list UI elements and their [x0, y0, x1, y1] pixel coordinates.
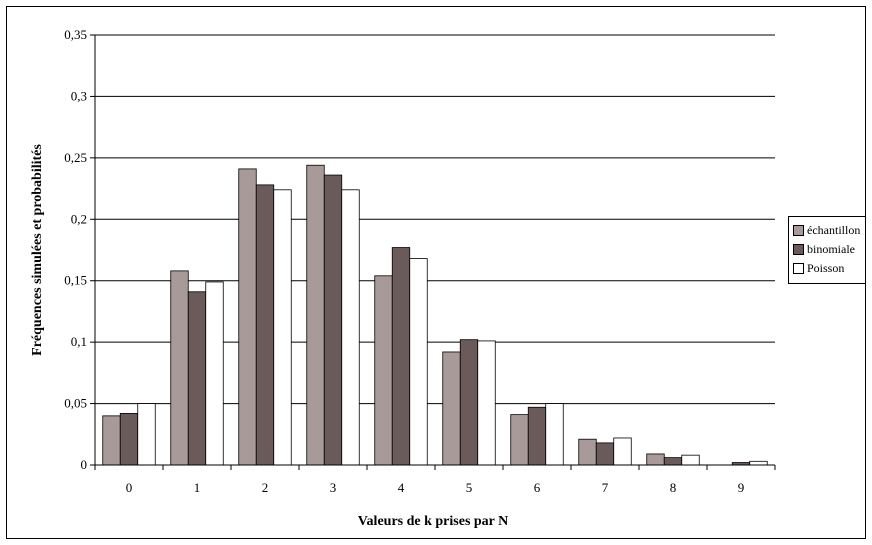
legend-label: échantillon: [807, 223, 861, 237]
legend-swatch: [793, 263, 804, 274]
legend-item-poisson: Poisson: [793, 259, 861, 278]
bar-binomiale-6: [527, 406, 547, 466]
legend-label: binomiale: [807, 242, 855, 256]
bar-poisson-4: [409, 258, 428, 466]
x-axis-label: Valeurs de k prises par N: [358, 514, 509, 529]
bar-binomiale-4: [391, 247, 411, 466]
y-tick-label: 0,25: [64, 150, 87, 165]
x-tick-label: 1: [194, 480, 201, 495]
x-tick-label: 7: [602, 480, 609, 495]
bar-chantillon-5: [442, 351, 461, 466]
bar-chantillon-8: [646, 453, 665, 466]
y-tick-label: 0,3: [71, 88, 87, 103]
x-tick-label: 3: [330, 480, 337, 495]
x-tick-label: 8: [670, 480, 677, 495]
bar-binomiale-0: [119, 412, 139, 466]
legend-item-echantillon: échantillon: [793, 221, 861, 240]
y-tick-label: 0: [81, 457, 88, 472]
legend-label: Poisson: [807, 261, 845, 275]
legend-swatch: [793, 225, 804, 236]
bars: [102, 164, 768, 466]
bar-chantillon-7: [578, 438, 597, 466]
bar-binomiale-7: [595, 442, 615, 466]
axes: [90, 34, 776, 470]
bar-poisson-7: [613, 437, 632, 466]
bar-poisson-0: [137, 403, 156, 466]
y-axis-label: Fréquences simulées et probabilités: [30, 144, 45, 356]
bar-poisson-1: [205, 281, 224, 466]
bar-chantillon-0: [102, 415, 121, 466]
bar-chantillon-3: [306, 164, 325, 466]
bar-binomiale-3: [323, 174, 343, 466]
bar-chantillon-2: [238, 168, 257, 466]
y-tick-label: 0,2: [71, 211, 87, 226]
bar-binomiale-1: [187, 291, 207, 466]
bar-poisson-8: [681, 454, 700, 466]
bar-binomiale-2: [255, 184, 275, 466]
y-tick-label: 0,15: [64, 273, 87, 288]
x-tick-label: 6: [534, 480, 541, 495]
x-tick-label: 5: [466, 480, 473, 495]
bar-poisson-6: [545, 403, 564, 466]
bar-chantillon-6: [510, 414, 529, 466]
legend: échantillon binomiale Poisson: [788, 216, 866, 284]
y-tick-label: 0,05: [64, 396, 87, 411]
bar-poisson-3: [341, 189, 360, 466]
legend-item-binomiale: binomiale: [793, 240, 861, 259]
bar-binomiale-8: [663, 457, 683, 466]
y-tick-label: 0,1: [71, 334, 87, 349]
x-tick-label: 4: [398, 480, 405, 495]
bar-binomiale-5: [459, 339, 479, 466]
y-tick-labels: 0 0,05 0,1 0,15 0,2 0,25 0,3 0,35: [64, 27, 87, 472]
x-tick-labels: 0 1 2 3 4 5 6 7 8 9: [126, 480, 745, 495]
bar-chantillon-1: [170, 270, 189, 466]
bar-poisson-2: [273, 189, 292, 466]
x-tick-label: 0: [126, 480, 133, 495]
x-tick-label: 9: [738, 480, 745, 495]
legend-swatch: [793, 244, 804, 255]
x-tick-label: 2: [262, 480, 269, 495]
bar-chantillon-4: [374, 275, 393, 466]
bar-poisson-9: [749, 460, 768, 466]
bar-poisson-5: [477, 340, 496, 466]
y-tick-label: 0,35: [64, 27, 87, 42]
